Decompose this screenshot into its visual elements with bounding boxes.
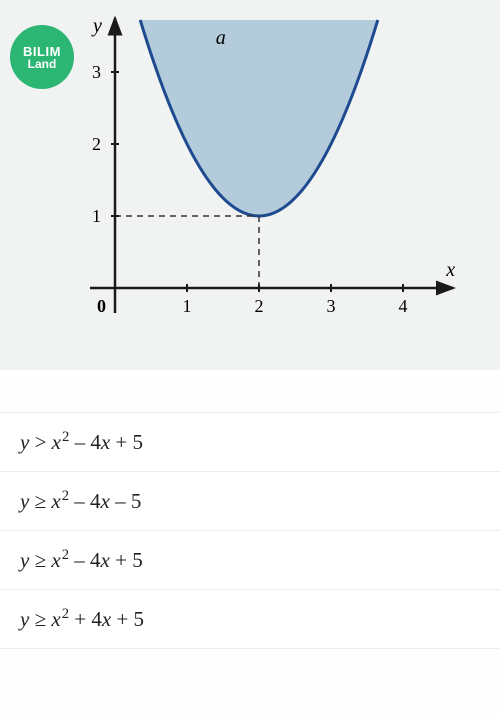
option-variable: y <box>20 489 35 513</box>
svg-text:3: 3 <box>92 62 101 82</box>
svg-text:a: a <box>216 27 226 49</box>
svg-text:2: 2 <box>92 134 101 154</box>
chart-container: BILIM Land 1 2 3 4 1 2 3 0 x y a <box>0 0 500 370</box>
logo-text-2: Land <box>28 58 57 70</box>
svg-text:4: 4 <box>399 296 408 316</box>
svg-text:3: 3 <box>327 296 336 316</box>
svg-text:x: x <box>445 259 455 281</box>
option-relation: ≥ <box>35 548 52 572</box>
svg-text:0: 0 <box>97 296 106 316</box>
option-variable: y <box>20 548 35 572</box>
option-variable: y <box>20 430 35 454</box>
answer-option-1[interactable]: y ≥ x2 – 4x – 5 <box>0 472 500 531</box>
svg-text:1: 1 <box>183 296 192 316</box>
logo-text-1: BILIM <box>23 45 61 58</box>
option-relation: ≥ <box>35 607 52 631</box>
brand-logo: BILIM Land <box>10 25 74 89</box>
option-relation: > <box>35 430 52 454</box>
svg-text:1: 1 <box>92 206 101 226</box>
option-relation: ≥ <box>35 489 52 513</box>
svg-text:2: 2 <box>255 296 264 316</box>
answer-options-list: y > x2 – 4x + 5y ≥ x2 – 4x – 5y ≥ x2 – 4… <box>0 412 500 649</box>
parabola-chart: 1 2 3 4 1 2 3 0 x y a <box>35 0 465 330</box>
answer-option-2[interactable]: y ≥ x2 – 4x + 5 <box>0 531 500 590</box>
answer-option-0[interactable]: y > x2 – 4x + 5 <box>0 412 500 472</box>
option-variable: y <box>20 607 35 631</box>
svg-text:y: y <box>91 15 102 37</box>
answer-option-3[interactable]: y ≥ x2 + 4x + 5 <box>0 590 500 649</box>
